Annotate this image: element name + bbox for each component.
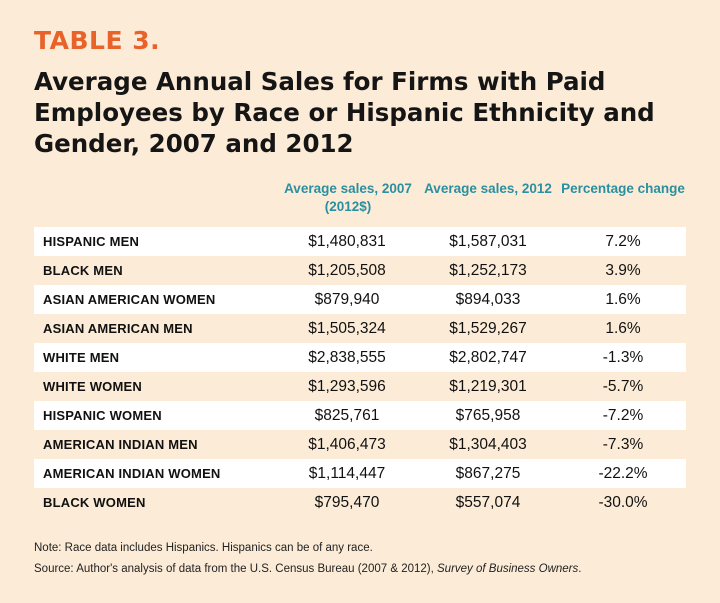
row-label: HISPANIC WOMEN bbox=[43, 408, 162, 423]
percentage-change-cell: 3.9% bbox=[605, 261, 641, 279]
percentage-change-cell: 7.2% bbox=[605, 232, 641, 250]
sales-2012-cell: $1,587,031 bbox=[449, 232, 527, 250]
sales-2012-cell: $1,529,267 bbox=[449, 319, 527, 337]
source-prefix: Source: Author's analysis of data from t… bbox=[34, 563, 437, 575]
sales-2012-cell: $765,958 bbox=[455, 406, 521, 424]
row-label: HISPANIC MEN bbox=[43, 234, 140, 249]
table-row: AMERICAN INDIAN WOMEN $1,114,447 $867,275 -… bbox=[34, 459, 686, 488]
sales-2012-cell: $1,304,403 bbox=[449, 435, 527, 453]
sales-2007-cell: $879,940 bbox=[314, 290, 380, 308]
sales-2012-cell: $1,252,173 bbox=[449, 261, 527, 279]
source-suffix: . bbox=[578, 563, 582, 575]
sales-2007-cell: $1,406,473 bbox=[308, 435, 386, 453]
table-row: ASIAN AMERICAN MEN $1,505,324 $1,529,267 1.… bbox=[34, 314, 686, 343]
sales-2012-cell: $867,275 bbox=[455, 464, 521, 482]
row-label: ASIAN AMERICAN WOMEN bbox=[43, 292, 216, 307]
table-label: TABLE 3. bbox=[34, 26, 161, 55]
percentage-change-cell: 1.6% bbox=[605, 319, 641, 337]
table-row: HISPANIC MEN $1,480,831 $1,587,031 7.2% bbox=[34, 227, 686, 256]
percentage-change-cell: 1.6% bbox=[605, 290, 641, 308]
sales-2007-cell: $2,838,555 bbox=[308, 348, 386, 366]
table-row: BLACK WOMEN $795,470 $557,074 -30.0% bbox=[34, 488, 686, 517]
table-row: WHITE WOMEN $1,293,596 $1,219,301 -5.7% bbox=[34, 372, 686, 401]
percentage-change-cell: -7.3% bbox=[602, 435, 644, 453]
source-title: Survey of Business Owners bbox=[437, 563, 579, 575]
table-row: HISPANIC WOMEN $825,761 $765,958 -7.2% bbox=[34, 401, 686, 430]
column-header-percentage-change: Percentage change bbox=[561, 181, 685, 196]
table-title: Average Annual Sales for Firms with Paid… bbox=[34, 67, 655, 158]
percentage-change-cell: -5.7% bbox=[602, 377, 644, 395]
row-label: AMERICAN INDIAN WOMEN bbox=[43, 466, 221, 481]
sales-2012-cell: $1,219,301 bbox=[449, 377, 527, 395]
sales-2007-cell: $795,470 bbox=[314, 493, 380, 511]
sales-2007-cell: $1,205,508 bbox=[308, 261, 386, 279]
sales-2012-cell: $894,033 bbox=[455, 290, 521, 308]
sales-2012-cell: $557,074 bbox=[455, 493, 521, 511]
table-notes: Note: Race data includes Hispanics. Hisp… bbox=[34, 538, 694, 580]
row-label: BLACK WOMEN bbox=[43, 495, 146, 510]
percentage-change-cell: -30.0% bbox=[598, 493, 648, 511]
percentage-change-cell: -7.2% bbox=[602, 406, 644, 424]
row-label: BLACK MEN bbox=[43, 263, 123, 278]
row-label: AMERICAN INDIAN MEN bbox=[43, 437, 198, 452]
table-row: BLACK MEN $1,205,508 $1,252,173 3.9% bbox=[34, 256, 686, 285]
table-row: WHITE MEN $2,838,555 $2,802,747 -1.3% bbox=[34, 343, 686, 372]
source-text: Source: Author's analysis of data from t… bbox=[34, 559, 694, 580]
row-label: WHITE WOMEN bbox=[43, 379, 142, 394]
sales-2012-cell: $2,802,747 bbox=[449, 348, 527, 366]
row-label: ASIAN AMERICAN MEN bbox=[43, 321, 193, 336]
column-header-sales-2007: Average sales, 2007 (2012$) bbox=[284, 181, 412, 214]
table-row: AMERICAN INDIAN MEN $1,406,473 $1,304,403 -… bbox=[34, 430, 686, 459]
table-row: ASIAN AMERICAN WOMEN $879,940 $894,033 1.6% bbox=[34, 285, 686, 314]
sales-2007-cell: $1,293,596 bbox=[308, 377, 386, 395]
data-table: HISPANIC MEN $1,480,831 $1,587,031 7.2% BLAC… bbox=[34, 227, 686, 517]
percentage-change-cell: -1.3% bbox=[602, 348, 644, 366]
sales-2007-cell: $1,114,447 bbox=[308, 464, 386, 482]
sales-2007-cell: $825,761 bbox=[314, 406, 380, 424]
sales-2007-cell: $1,505,324 bbox=[308, 319, 386, 337]
sales-2007-cell: $1,480,831 bbox=[308, 232, 386, 250]
column-header-sales-2012: Average sales, 2012 bbox=[424, 181, 552, 196]
percentage-change-cell: -22.2% bbox=[598, 464, 648, 482]
row-label: WHITE MEN bbox=[43, 350, 120, 365]
note-text: Note: Race data includes Hispanics. Hisp… bbox=[34, 542, 373, 554]
